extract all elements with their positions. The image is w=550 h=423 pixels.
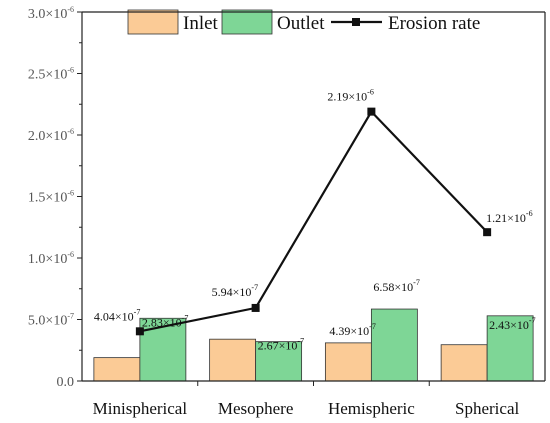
bar-inlet-mesophere (209, 338, 257, 382)
data-label-inlet: 4.39×10-7 (329, 322, 375, 338)
legend-marker-erosion (352, 18, 360, 26)
data-labels: 4.04×10-72.83×10-7 5.94×10-7 2.67×10-7 2.19… (94, 88, 536, 353)
bar-outlet-mesophere (255, 341, 303, 382)
bars (93, 308, 534, 382)
data-label-outlet: 2.67×10-7 (258, 337, 304, 353)
erosion-rate-point-hemispheric (367, 107, 376, 116)
bar-inlet-hemispheric (324, 342, 372, 382)
data-label-erosion: 1.21×10-6 (486, 209, 532, 225)
legend-swatch-outlet (221, 9, 273, 35)
bar-inlet-spherical (440, 344, 488, 382)
legend-label-erosion: Erosion rate (388, 13, 480, 34)
legend: Inlet Outlet Erosion rate (127, 9, 480, 35)
y-tick-label: 0.0 (57, 375, 75, 390)
data-label-erosion: 5.94×10-7 (212, 283, 258, 299)
data-label-outlet: 2.43×10-7 (489, 316, 535, 332)
y-tick-label: 1.5×10-6 (28, 189, 74, 206)
bar-outlet-hemispheric (370, 308, 418, 382)
y-tick-label: 2.5×10-6 (28, 66, 74, 83)
x-category-label: Hemispheric (328, 399, 415, 418)
bar-outlet-spherical (486, 315, 534, 382)
x-category-label: Spherical (455, 399, 519, 418)
legend-label-outlet: Outlet (277, 13, 325, 34)
data-label-erosion: 2.19×10-6 (327, 88, 373, 104)
erosion-rate-line (139, 109, 488, 333)
x-category-label: Mesophere (218, 399, 294, 418)
y-tick-label: 3.0×10-6 (28, 5, 74, 22)
data-label-outlet: 2.83×10-7 (142, 313, 188, 329)
erosion-rate-point-mesophere (251, 303, 260, 312)
bar-inlet-minispherical (93, 357, 141, 382)
legend-label-inlet: Inlet (183, 13, 219, 34)
x-category-label: Minispherical (93, 399, 188, 418)
data-label-outlet: 6.58×10-7 (373, 278, 419, 294)
erosion-line (135, 107, 492, 336)
erosion-rate-point-spherical (483, 228, 492, 237)
y-tick-label: 2.0×10-6 (28, 127, 74, 144)
y-tick-label: 5.0×10-7 (28, 312, 74, 329)
legend-swatch-inlet (127, 9, 179, 35)
data-label-erosion: 4.04×10-7 (94, 307, 140, 323)
y-tick-label: 1.0×10-6 (28, 250, 74, 267)
axes: 0.0 5.0×10-7 1.0×10-6 1.5×10-6 2.0×10-6 2.5×1… (28, 5, 546, 418)
erosion-rate-point-minispherical (135, 327, 144, 336)
